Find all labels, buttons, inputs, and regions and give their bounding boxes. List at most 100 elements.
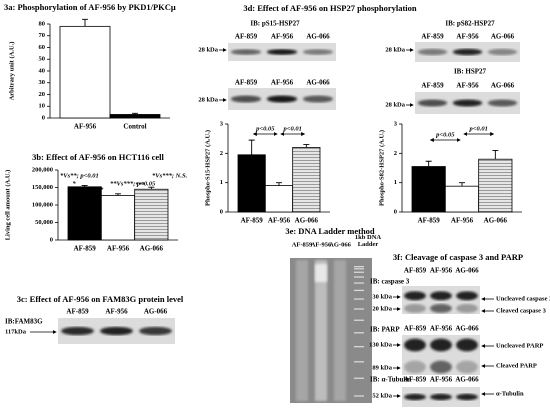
ladder-band	[354, 346, 364, 348]
error-bar	[115, 193, 121, 196]
lane-label: AF-956	[105, 308, 128, 316]
x-tick-label: AF-859	[241, 217, 264, 225]
size-marker: 28 kDa	[385, 46, 405, 53]
band	[404, 291, 426, 301]
error-bar	[276, 182, 282, 186]
annotation: p<0.01	[468, 125, 487, 132]
x-tick-label: AF-956	[451, 217, 474, 225]
bar	[444, 185, 480, 213]
lane-label: AF-859	[66, 308, 89, 316]
lane-label: AF-859	[292, 241, 313, 248]
lane-label: AF-859	[404, 376, 427, 384]
y-tick-label: 0	[42, 114, 45, 121]
lane-label: AG-066	[144, 308, 168, 316]
size-marker: 28 kDa	[385, 101, 405, 108]
y-tick-label: 150,000	[32, 184, 53, 191]
y-tick-label: 50,000	[35, 219, 53, 226]
error-bar	[148, 186, 155, 190]
y-tick-label: 10	[39, 103, 46, 110]
y-tick-label: 0	[394, 208, 397, 215]
bar	[134, 188, 169, 241]
annotation: *Vs**; p<0.01	[60, 172, 99, 179]
ladder-band	[354, 271, 364, 273]
y-tick-label: 50	[39, 56, 46, 63]
x-tick-label: Control	[123, 123, 146, 131]
y-tick-label: 20	[39, 91, 46, 98]
band	[456, 303, 478, 313]
lane-label: AF-859	[235, 33, 258, 41]
bar	[411, 166, 446, 213]
x-tick-label: AG-066	[295, 217, 319, 225]
lane-label: AG-066	[491, 33, 515, 41]
y-tick-label: 80	[39, 20, 46, 27]
lane-label: AG-066	[306, 33, 330, 41]
band	[417, 99, 448, 107]
lane-label: 1kb DNA Ladder	[354, 234, 382, 248]
y-axis-label: Arbitrary unit (A.U.)	[8, 42, 15, 101]
ladder-band	[354, 395, 364, 397]
lane-label: AF-859	[404, 267, 427, 275]
size-marker: 28 kDa	[198, 46, 218, 53]
y-axis-label: Phospho-S15-HSP27 (A.U.)	[204, 130, 211, 206]
y-tick-label: 3	[394, 120, 398, 127]
size-marker: 117kDa	[5, 328, 27, 335]
lane-label: AG-066	[455, 376, 479, 384]
x-tick-label: AG-066	[484, 217, 508, 225]
band	[266, 49, 298, 55]
lane-label: AF-859	[421, 82, 444, 90]
lane-label: AF-956	[430, 267, 453, 275]
band	[404, 303, 426, 313]
band	[430, 393, 452, 401]
lane-label: AG-066	[455, 325, 479, 333]
ladder-band	[354, 289, 364, 292]
y-axis-label: Phospho-S82-HSP27 (A.U.)	[378, 130, 385, 206]
blot-label: IB: pS15-HSP27	[250, 20, 300, 28]
band	[417, 48, 448, 56]
panel-title: 3d: Effect of AF-956 on HSP27 phosphoryl…	[243, 3, 417, 13]
y-tick-label: 0	[220, 208, 223, 215]
well-band	[315, 264, 327, 282]
x-tick-label: AF-956	[107, 245, 130, 253]
band	[404, 338, 426, 352]
panel-title: 3f: Cleavage of caspase 3 and PARP	[393, 252, 523, 262]
lane-label: AF-956	[430, 325, 453, 333]
lane-label: AF-956	[456, 82, 479, 90]
size-marker: 20 kDa	[372, 305, 392, 312]
lane-label: AF-956	[456, 33, 479, 41]
blot-label: IB: pS82-HSP27	[445, 20, 495, 28]
gel-smear	[296, 260, 308, 401]
band	[430, 360, 452, 374]
y-tick-label: 40	[39, 67, 46, 74]
gel-smear	[315, 260, 327, 401]
ladder-band	[354, 276, 364, 278]
y-tick-label: 30	[39, 79, 46, 86]
annotation: **	[97, 186, 104, 193]
band	[487, 48, 518, 56]
band-label: α-Tubulin	[496, 390, 524, 397]
band	[302, 95, 334, 103]
annotation: p<0.05	[435, 131, 455, 138]
size-marker: 130 kDa	[369, 341, 393, 348]
band	[230, 49, 262, 55]
y-tick-label: 3	[220, 120, 224, 127]
band	[456, 360, 478, 374]
bar	[109, 114, 161, 119]
y-tick-label: 2	[394, 150, 397, 157]
error-bar	[425, 160, 432, 167]
ladder-band	[354, 377, 364, 379]
bar	[67, 186, 102, 241]
band	[404, 393, 426, 401]
ladder-band	[354, 298, 364, 300]
bar	[237, 154, 266, 213]
blot-label: IB: PARP	[370, 326, 400, 334]
blot-label: IB: caspase 3	[370, 278, 410, 286]
band-label: Cleaved caspase 3	[496, 307, 547, 314]
band	[61, 326, 94, 336]
x-tick-label: AF-859	[418, 217, 441, 225]
lane-label: AG-066	[306, 79, 330, 87]
bar	[59, 25, 111, 119]
annotation: p<0.01	[282, 125, 301, 132]
size-marker: 30 kDa	[372, 293, 392, 300]
